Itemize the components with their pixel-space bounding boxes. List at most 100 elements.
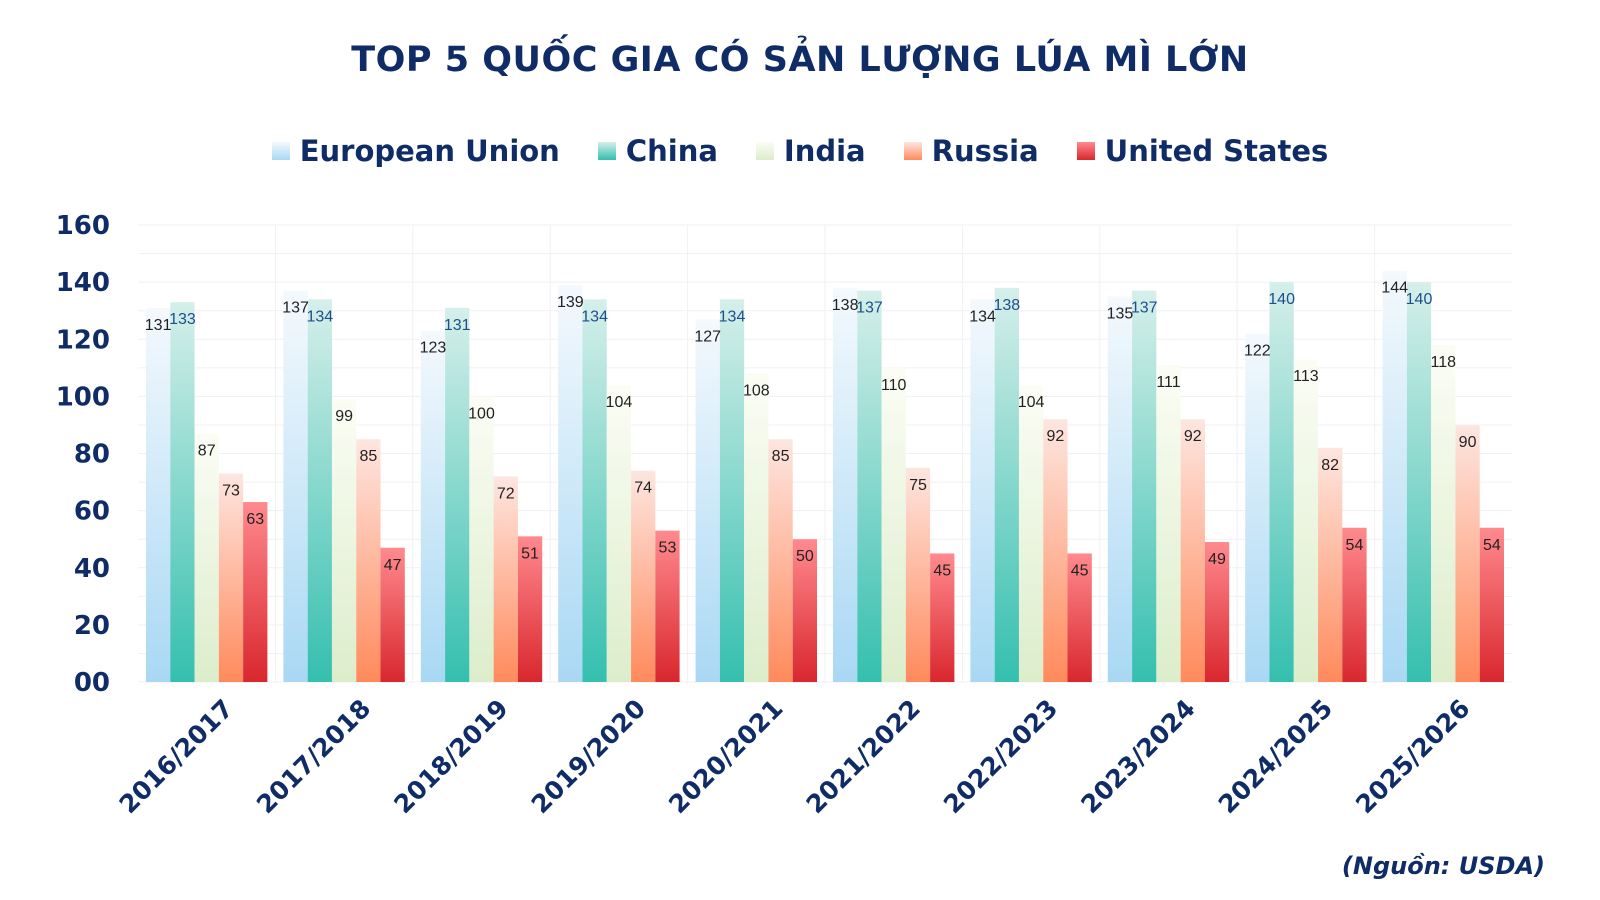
data-label: 92	[1184, 428, 1202, 445]
data-label: 72	[497, 485, 515, 502]
bar	[930, 553, 955, 682]
bar	[558, 284, 583, 682]
legend-label-united-states: United States	[1104, 134, 1329, 168]
data-label: 140	[1268, 291, 1295, 308]
y-tick-label: 60	[74, 497, 110, 527]
data-label: 75	[909, 477, 927, 494]
data-label: 51	[521, 545, 539, 562]
y-tick-label: 140	[56, 268, 110, 298]
data-label: 113	[1293, 368, 1319, 385]
bar	[1204, 542, 1230, 682]
bar	[1431, 344, 1456, 682]
legend-swatch-united-states	[1076, 142, 1095, 160]
y-tick-label: 100	[56, 382, 110, 412]
bar	[380, 547, 405, 682]
bar	[469, 396, 494, 682]
data-label: 122	[1244, 343, 1271, 360]
data-label: 49	[1208, 551, 1226, 568]
bar	[582, 299, 607, 682]
y-tick-label: 120	[56, 325, 110, 355]
data-label: 85	[772, 448, 790, 465]
bar	[1067, 553, 1092, 682]
data-label: 123	[420, 340, 447, 357]
data-label: 63	[246, 511, 264, 528]
data-label: 99	[335, 408, 353, 425]
data-label: 54	[1483, 537, 1501, 554]
bar	[307, 299, 332, 682]
bar	[331, 399, 357, 682]
legend-item-china: China	[597, 134, 718, 168]
data-label: 45	[1071, 562, 1089, 579]
bar	[970, 299, 995, 682]
bar	[1293, 359, 1319, 682]
legend-label-european-union: European Union	[299, 134, 560, 168]
bar	[420, 330, 446, 682]
legend-label-china: China	[625, 134, 718, 168]
legend-swatch-india	[755, 142, 774, 160]
x-tick-label: 2022/2023	[938, 694, 1063, 819]
data-label: 85	[359, 448, 377, 465]
bar	[243, 502, 268, 682]
chart-title: TOP 5 QUỐC GIA CÓ SẢN LƯỢNG LÚA MÌ LỚN	[351, 40, 1249, 80]
x-tick-label: 2021/2022	[801, 694, 926, 819]
y-tick-label: 20	[74, 611, 110, 641]
bar	[445, 307, 470, 682]
bar	[833, 287, 858, 682]
bar	[994, 287, 1019, 682]
bar	[1107, 296, 1133, 682]
data-label: 131	[145, 317, 172, 334]
data-label: 111	[1156, 374, 1180, 391]
x-axis: 2016/2017 2017/2018 2018/2019 2019/2020 2020…	[114, 694, 1476, 819]
bar	[1455, 424, 1480, 682]
data-label: 138	[832, 297, 859, 314]
bar	[905, 467, 931, 682]
bar	[356, 439, 381, 682]
legend-item-russia: Russia	[903, 134, 1039, 168]
data-label: 54	[1346, 537, 1364, 554]
bar	[517, 536, 543, 682]
bar	[631, 470, 656, 682]
y-axis: 00 20 40 60 80 100 120 140 160	[56, 211, 110, 698]
bar	[1156, 364, 1181, 682]
data-label: 90	[1459, 434, 1477, 451]
bar	[768, 439, 793, 682]
data-label: 104	[606, 394, 633, 411]
bars	[146, 270, 1504, 682]
bar	[606, 384, 632, 682]
bar	[1406, 282, 1432, 682]
data-label: 118	[1431, 354, 1457, 371]
data-label: 134	[969, 308, 996, 325]
data-label: 53	[659, 540, 677, 557]
bar	[1043, 419, 1068, 682]
data-label: 137	[282, 300, 309, 317]
bar	[1269, 282, 1294, 682]
y-tick-label: 00	[74, 668, 110, 698]
bar	[170, 302, 195, 682]
data-label: 87	[198, 443, 216, 460]
bar	[1132, 290, 1157, 682]
data-label: 50	[796, 548, 814, 565]
x-tick-label: 2016/2017	[114, 694, 239, 819]
bar	[194, 433, 219, 682]
data-labels: 1311338773631371349985471231311007251139…	[145, 280, 1501, 580]
data-label: 138	[993, 297, 1020, 314]
bar	[1342, 527, 1367, 682]
bar	[218, 473, 244, 682]
bar	[744, 373, 769, 682]
data-label: 131	[444, 317, 471, 334]
bar	[719, 299, 745, 682]
bar	[857, 290, 882, 682]
x-tick-label: 2017/2018	[251, 694, 376, 819]
data-label: 139	[557, 294, 584, 311]
data-label: 47	[384, 557, 402, 574]
data-label: 140	[1406, 291, 1433, 308]
data-label: 74	[634, 480, 652, 497]
legend-label-russia: Russia	[931, 134, 1039, 168]
bar	[493, 476, 518, 682]
data-label: 45	[933, 562, 951, 579]
x-tick-label: 2024/2025	[1213, 694, 1338, 819]
x-tick-label: 2019/2020	[526, 694, 651, 819]
data-label: 82	[1321, 457, 1339, 474]
chart-legend: European Union China India Russia United…	[0, 134, 1600, 168]
